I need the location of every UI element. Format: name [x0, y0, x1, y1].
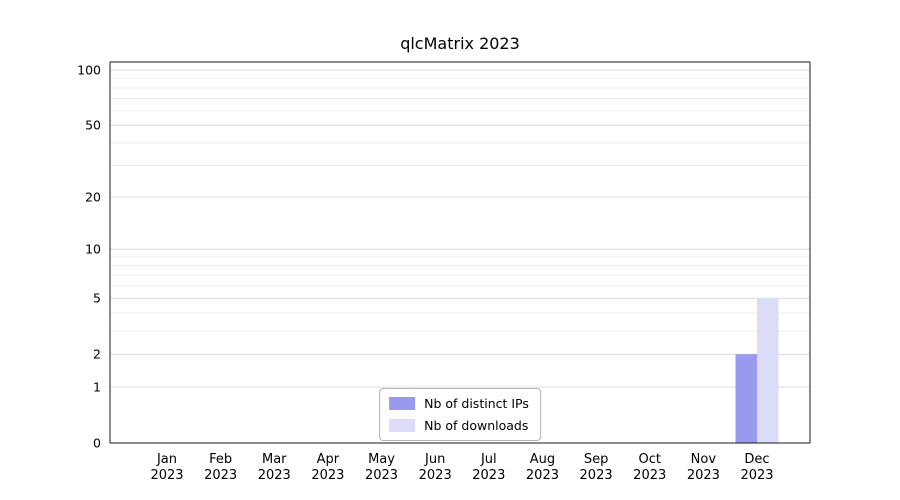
- legend-swatch-distinct-ips: [389, 397, 416, 410]
- legend-row-downloads: Nb of downloads: [389, 418, 529, 433]
- x-tick-label-year: 2023: [311, 468, 344, 483]
- chart-title: qlcMatrix 2023: [400, 34, 520, 53]
- x-tick-label-year: 2023: [687, 468, 720, 483]
- y-tick-label: 20: [85, 189, 101, 204]
- x-tick-label-month: Apr: [317, 452, 340, 467]
- plot-border: [109, 61, 811, 444]
- legend-row-distinct-ips: Nb of distinct IPs: [389, 396, 529, 411]
- y-tick-label: 0: [93, 436, 101, 451]
- x-tick-label-month: May: [368, 452, 395, 467]
- x-tick-label-year: 2023: [633, 468, 666, 483]
- y-tick-label: 1: [93, 379, 101, 394]
- x-tick-label-month: Mar: [262, 452, 287, 467]
- x-tick-label-year: 2023: [365, 468, 398, 483]
- x-tick-label-year: 2023: [150, 468, 183, 483]
- legend: Nb of distinct IPs Nb of downloads: [379, 388, 541, 441]
- x-tick-label-year: 2023: [580, 468, 613, 483]
- x-tick-label-year: 2023: [740, 468, 773, 483]
- x-tick-label-year: 2023: [472, 468, 505, 483]
- x-tick-label-month: Feb: [209, 452, 232, 467]
- x-tick-label-year: 2023: [419, 468, 452, 483]
- x-tick-label-year: 2023: [526, 468, 559, 483]
- x-tick-label-month: Oct: [638, 452, 660, 467]
- bar-nb-of-distinct-ips-dec: [735, 354, 757, 443]
- x-tick-label-year: 2023: [204, 468, 237, 483]
- x-tick-label-year: 2023: [258, 468, 291, 483]
- x-tick-label-month: Jul: [480, 452, 497, 467]
- x-tick-label-month: Nov: [691, 452, 717, 467]
- x-tick-label-month: Aug: [530, 452, 555, 467]
- bar-nb-of-downloads-dec: [757, 298, 779, 443]
- x-tick-label-month: Jun: [424, 452, 445, 467]
- legend-swatch-downloads: [389, 419, 416, 432]
- y-tick-label: 5: [93, 291, 101, 306]
- y-tick-label: 2: [93, 347, 101, 362]
- y-tick-label: 10: [85, 242, 101, 257]
- legend-label-distinct-ips: Nb of distinct IPs: [424, 396, 529, 411]
- x-tick-label-month: Sep: [584, 452, 609, 467]
- x-tick-label-month: Dec: [744, 452, 769, 467]
- legend-label-downloads: Nb of downloads: [424, 418, 529, 433]
- y-tick-label: 50: [85, 118, 101, 133]
- y-tick-label: 100: [77, 63, 101, 78]
- x-tick-label-month: Jan: [156, 452, 177, 467]
